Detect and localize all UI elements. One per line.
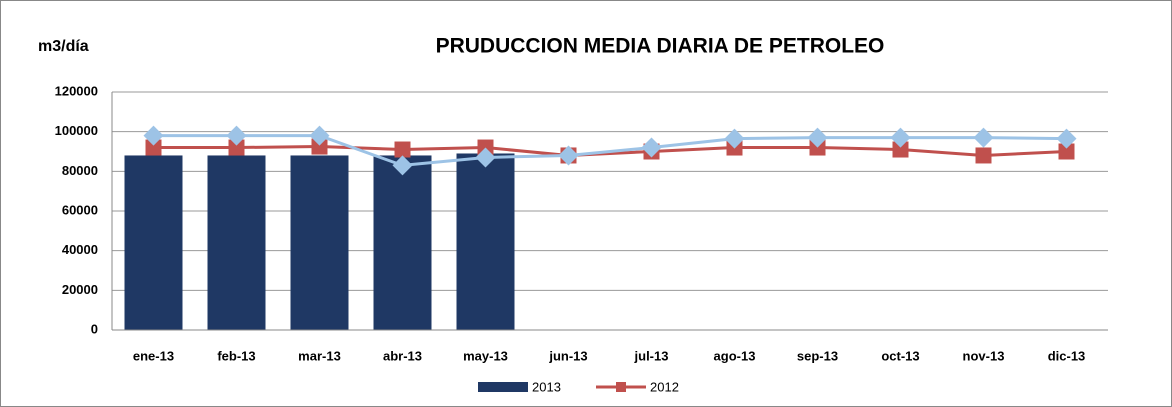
x-tick-label: jul-13: [634, 348, 669, 363]
y-tick-label: 40000: [62, 242, 98, 257]
y-tick-label: 0: [91, 321, 98, 336]
marker: [558, 145, 579, 166]
legend-swatch: [478, 382, 528, 392]
x-tick-label: oct-13: [881, 348, 919, 363]
marker: [143, 125, 164, 146]
marker: [1058, 143, 1075, 160]
x-tick-label: nov-13: [963, 348, 1005, 363]
x-tick-label: feb-13: [217, 348, 255, 363]
x-tick-label: mar-13: [298, 348, 341, 363]
legend-label: 2012: [650, 379, 679, 394]
marker: [226, 125, 247, 146]
marker: [228, 139, 245, 156]
x-tick-label: dic-13: [1048, 348, 1086, 363]
bar: [456, 153, 515, 330]
x-tick-label: abr-13: [383, 348, 422, 363]
chart-title: PRUDUCCION MEDIA DIARIA DE PETROLEO: [436, 35, 885, 58]
line: [153, 145, 1067, 157]
y-tick-label: 80000: [62, 163, 98, 178]
x-tick-label: may-13: [463, 348, 508, 363]
marker: [890, 127, 911, 148]
y-tick-label: 120000: [55, 83, 98, 98]
marker: [145, 139, 162, 156]
x-tick-label: sep-13: [797, 348, 838, 363]
bar: [207, 155, 266, 330]
x-tick-label: ene-13: [133, 348, 174, 363]
y-tick-label: 60000: [62, 202, 98, 217]
x-tick-label: ago-13: [714, 348, 756, 363]
marker: [807, 127, 828, 148]
marker: [311, 138, 328, 155]
y-tick-label: 100000: [55, 123, 98, 138]
y-axis-label: m3/día: [38, 38, 89, 55]
marker: [975, 147, 992, 164]
line: [153, 134, 1067, 167]
marker: [724, 128, 745, 149]
marker: [641, 137, 662, 158]
bar: [290, 155, 349, 330]
marker: [394, 141, 411, 158]
marker: [309, 125, 330, 146]
y-tick-label: 20000: [62, 282, 98, 297]
marker: [1056, 128, 1077, 149]
marker: [892, 141, 909, 158]
marker: [475, 147, 496, 168]
marker: [973, 127, 994, 148]
x-tick-label: jun-13: [548, 348, 587, 363]
marker: [392, 155, 413, 176]
legend-label: 2013: [532, 379, 561, 394]
bar: [373, 155, 432, 330]
bar: [124, 155, 183, 330]
legend-swatch: [616, 382, 626, 392]
